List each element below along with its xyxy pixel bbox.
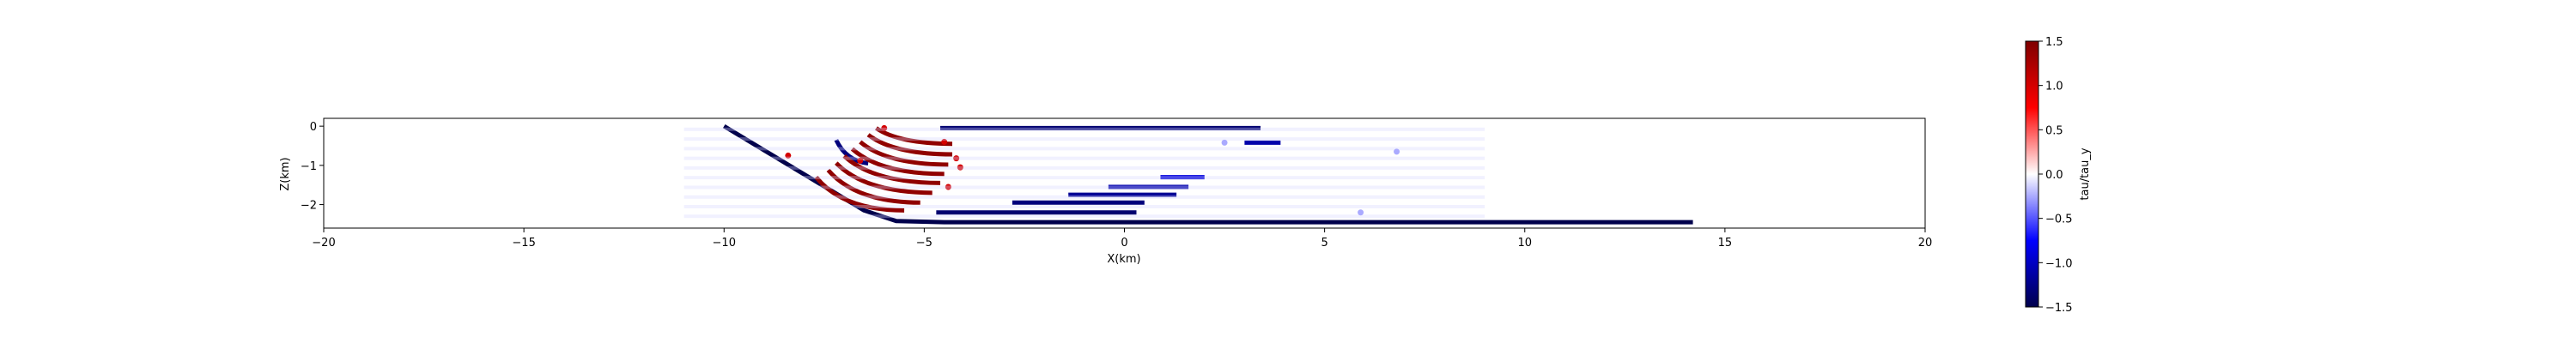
x-tick-label: −20 (312, 237, 335, 250)
fault-branch (834, 139, 869, 166)
x-tick-label: −15 (512, 237, 535, 250)
fault-branch (859, 140, 949, 167)
colorbar-gradient (2025, 40, 2039, 308)
x-tick-label: 0 (1121, 237, 1127, 250)
colorbar-tick-label: 0.0 (2045, 169, 2063, 182)
colorbar-tick-label: 0.5 (2045, 124, 2063, 137)
fault-branch (814, 175, 905, 213)
scatter-point (1358, 209, 1364, 216)
x-tick-label: 5 (1321, 237, 1327, 250)
fault-segment (722, 124, 1693, 225)
x-tick-label: 10 (1517, 237, 1532, 250)
fault-branch (866, 133, 953, 157)
scatter-point (881, 124, 888, 131)
x-tick-label: −5 (916, 237, 933, 250)
colorbar-tick-label: 1.5 (2045, 36, 2063, 49)
scatter-point (1221, 139, 1228, 146)
plot-background (324, 118, 1925, 228)
colorbar-tick-label: −1.0 (2045, 257, 2073, 270)
colorbar-tick-label: 1.0 (2045, 81, 2063, 93)
fault-branch (835, 161, 933, 196)
colorbar-label: tau/tau_y (2079, 147, 2092, 200)
scatter-point (1394, 148, 1400, 155)
y-tick-label: 0 (310, 121, 317, 134)
scatter-point (957, 164, 963, 171)
x-tick-label: 15 (1718, 237, 1733, 250)
x-axis-label: X(km) (1107, 253, 1140, 266)
fault-branch (826, 168, 920, 205)
y-tick-label: −2 (301, 200, 317, 213)
y-axis-label: Z(km) (279, 157, 292, 190)
scatter-point (785, 152, 792, 159)
colorbar-tick-label: −1.5 (2045, 302, 2073, 315)
scatter-point (945, 184, 951, 190)
scatter-point (941, 138, 948, 145)
fault-branch (850, 147, 945, 177)
colorbar-tick-label: −0.5 (2045, 214, 2073, 226)
scatter-point (857, 157, 864, 164)
x-tick-label: −10 (713, 237, 736, 250)
axes: −20 −15 −10 −5 0 5 10 15 20 0 −1 −2 (301, 117, 1933, 250)
colorbar: 1.5 1.0 0.5 0.0 −0.5 −1.0 −1.5 (2025, 36, 2073, 315)
scatter-point (953, 155, 960, 162)
plot-area (324, 118, 1925, 228)
x-tick-label: 20 (1918, 237, 1933, 250)
fault-branch (842, 154, 941, 185)
y-tick-label: −1 (301, 160, 317, 173)
